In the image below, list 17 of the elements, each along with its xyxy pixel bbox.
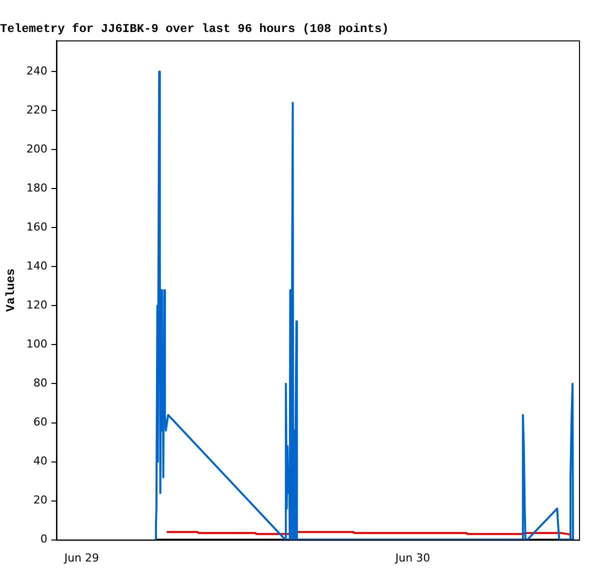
y-tick-label: 0	[40, 532, 48, 546]
chart-title: Telemetry for JJ6IBK-9 over last 96 hours (108 points)	[0, 22, 389, 36]
y-tick-label: 120	[26, 298, 48, 312]
y-tick-label: 180	[26, 182, 48, 195]
y-tick-label: 220	[26, 103, 48, 116]
y-tick-label: 80	[33, 376, 48, 390]
y-tick-label: 100	[26, 338, 48, 351]
x-tick-label: Jun 30	[394, 551, 430, 564]
y-tick-label: 200	[26, 142, 48, 156]
y-tick-label: 240	[26, 64, 48, 78]
y-tick-label: 140	[26, 260, 48, 273]
y-tick-label: 20	[33, 494, 48, 507]
y-tick-label: 160	[26, 220, 48, 234]
y-axis-title: Values	[4, 268, 18, 312]
y-tick-label: 40	[33, 454, 48, 468]
x-tick-label: Jun 29	[63, 551, 100, 564]
y-tick-label: 60	[33, 416, 48, 429]
